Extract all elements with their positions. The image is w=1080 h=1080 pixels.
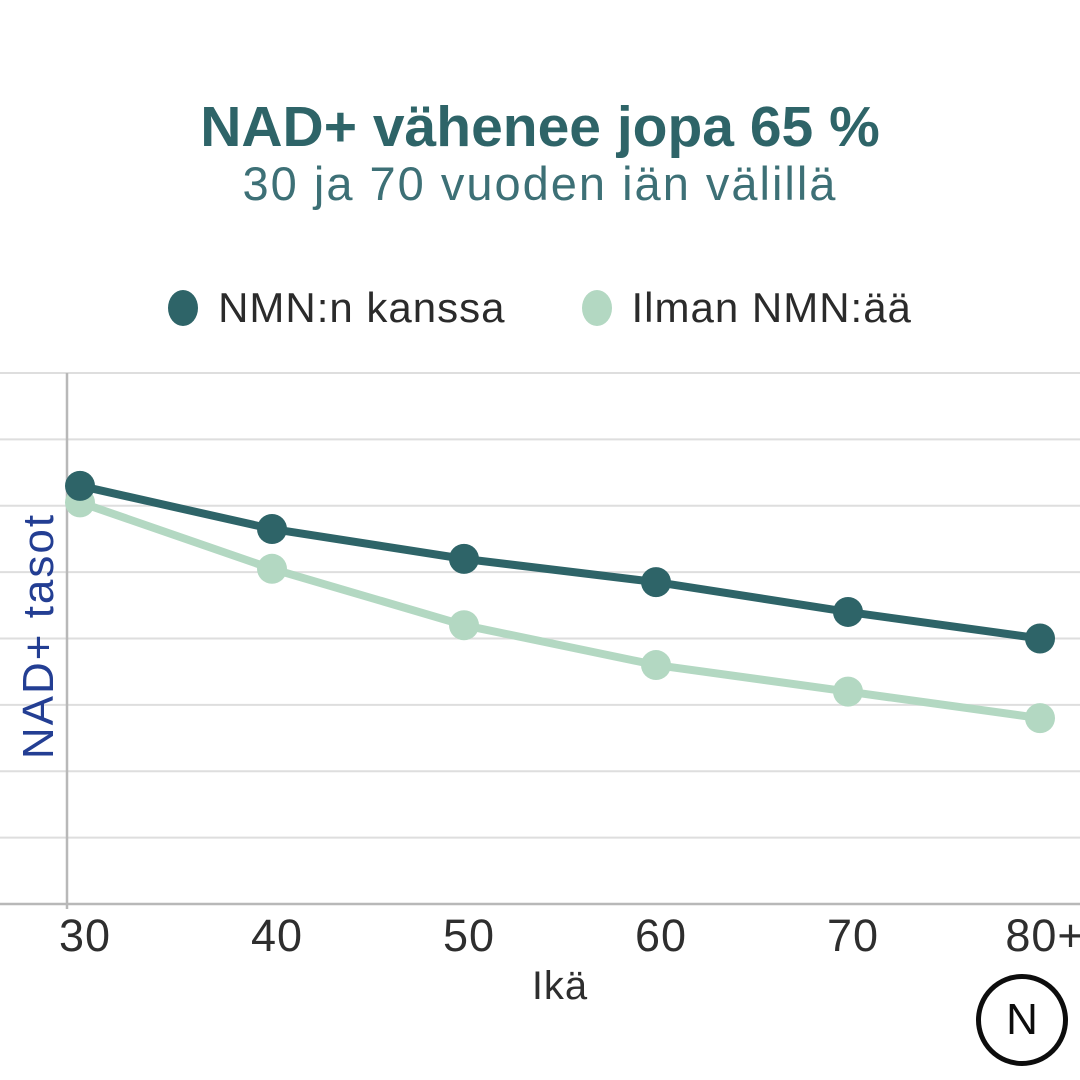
series-point-0-70: [833, 596, 863, 627]
x-tick-40: 40: [250, 910, 304, 961]
chart-legend: NMN:n kanssa Ilman NMN:ää: [0, 284, 1080, 332]
series-line-0: [76, 481, 1044, 643]
series-point-0-40: [257, 513, 287, 544]
series-point-1-40: [257, 553, 287, 584]
brand-logo: N: [976, 974, 1068, 1066]
series-point-0-80+: [1025, 623, 1055, 654]
legend-item-0: NMN:n kanssa: [168, 284, 505, 332]
brand-logo-letter: N: [1006, 995, 1038, 1044]
legend-item-1: Ilman NMN:ää: [581, 284, 912, 332]
x-tick-50: 50: [442, 910, 496, 961]
page-title: NAD+ vähenee jopa 65 %: [200, 95, 880, 159]
series-point-0-30: [65, 470, 95, 501]
series-point-1-70: [833, 676, 863, 707]
series-line-1: [76, 498, 1044, 723]
x-axis-label: Ikä: [531, 964, 589, 1008]
series-point-0-50: [449, 543, 479, 574]
y-axis-label: NAD+ tasot: [14, 512, 63, 760]
legend-dot-icon: [168, 290, 199, 326]
series-point-1-50: [449, 610, 479, 641]
x-axis-ticks: 30 40 50 60 70 80+: [0, 910, 1080, 962]
series-point-1-80+: [1025, 703, 1055, 734]
x-tick-60: 60: [634, 910, 688, 961]
x-tick-30: 30: [58, 910, 112, 961]
legend-label: Ilman NMN:ää: [631, 284, 912, 331]
x-tick-80+: 80+: [1005, 910, 1080, 961]
page-subtitle: 30 ja 70 vuoden iän välillä: [242, 157, 838, 210]
legend-label: NMN:n kanssa: [218, 284, 506, 331]
series-point-0-60: [641, 567, 671, 598]
x-tick-70: 70: [826, 910, 880, 961]
legend-dot-icon: [581, 290, 612, 326]
series-point-1-60: [641, 650, 671, 681]
